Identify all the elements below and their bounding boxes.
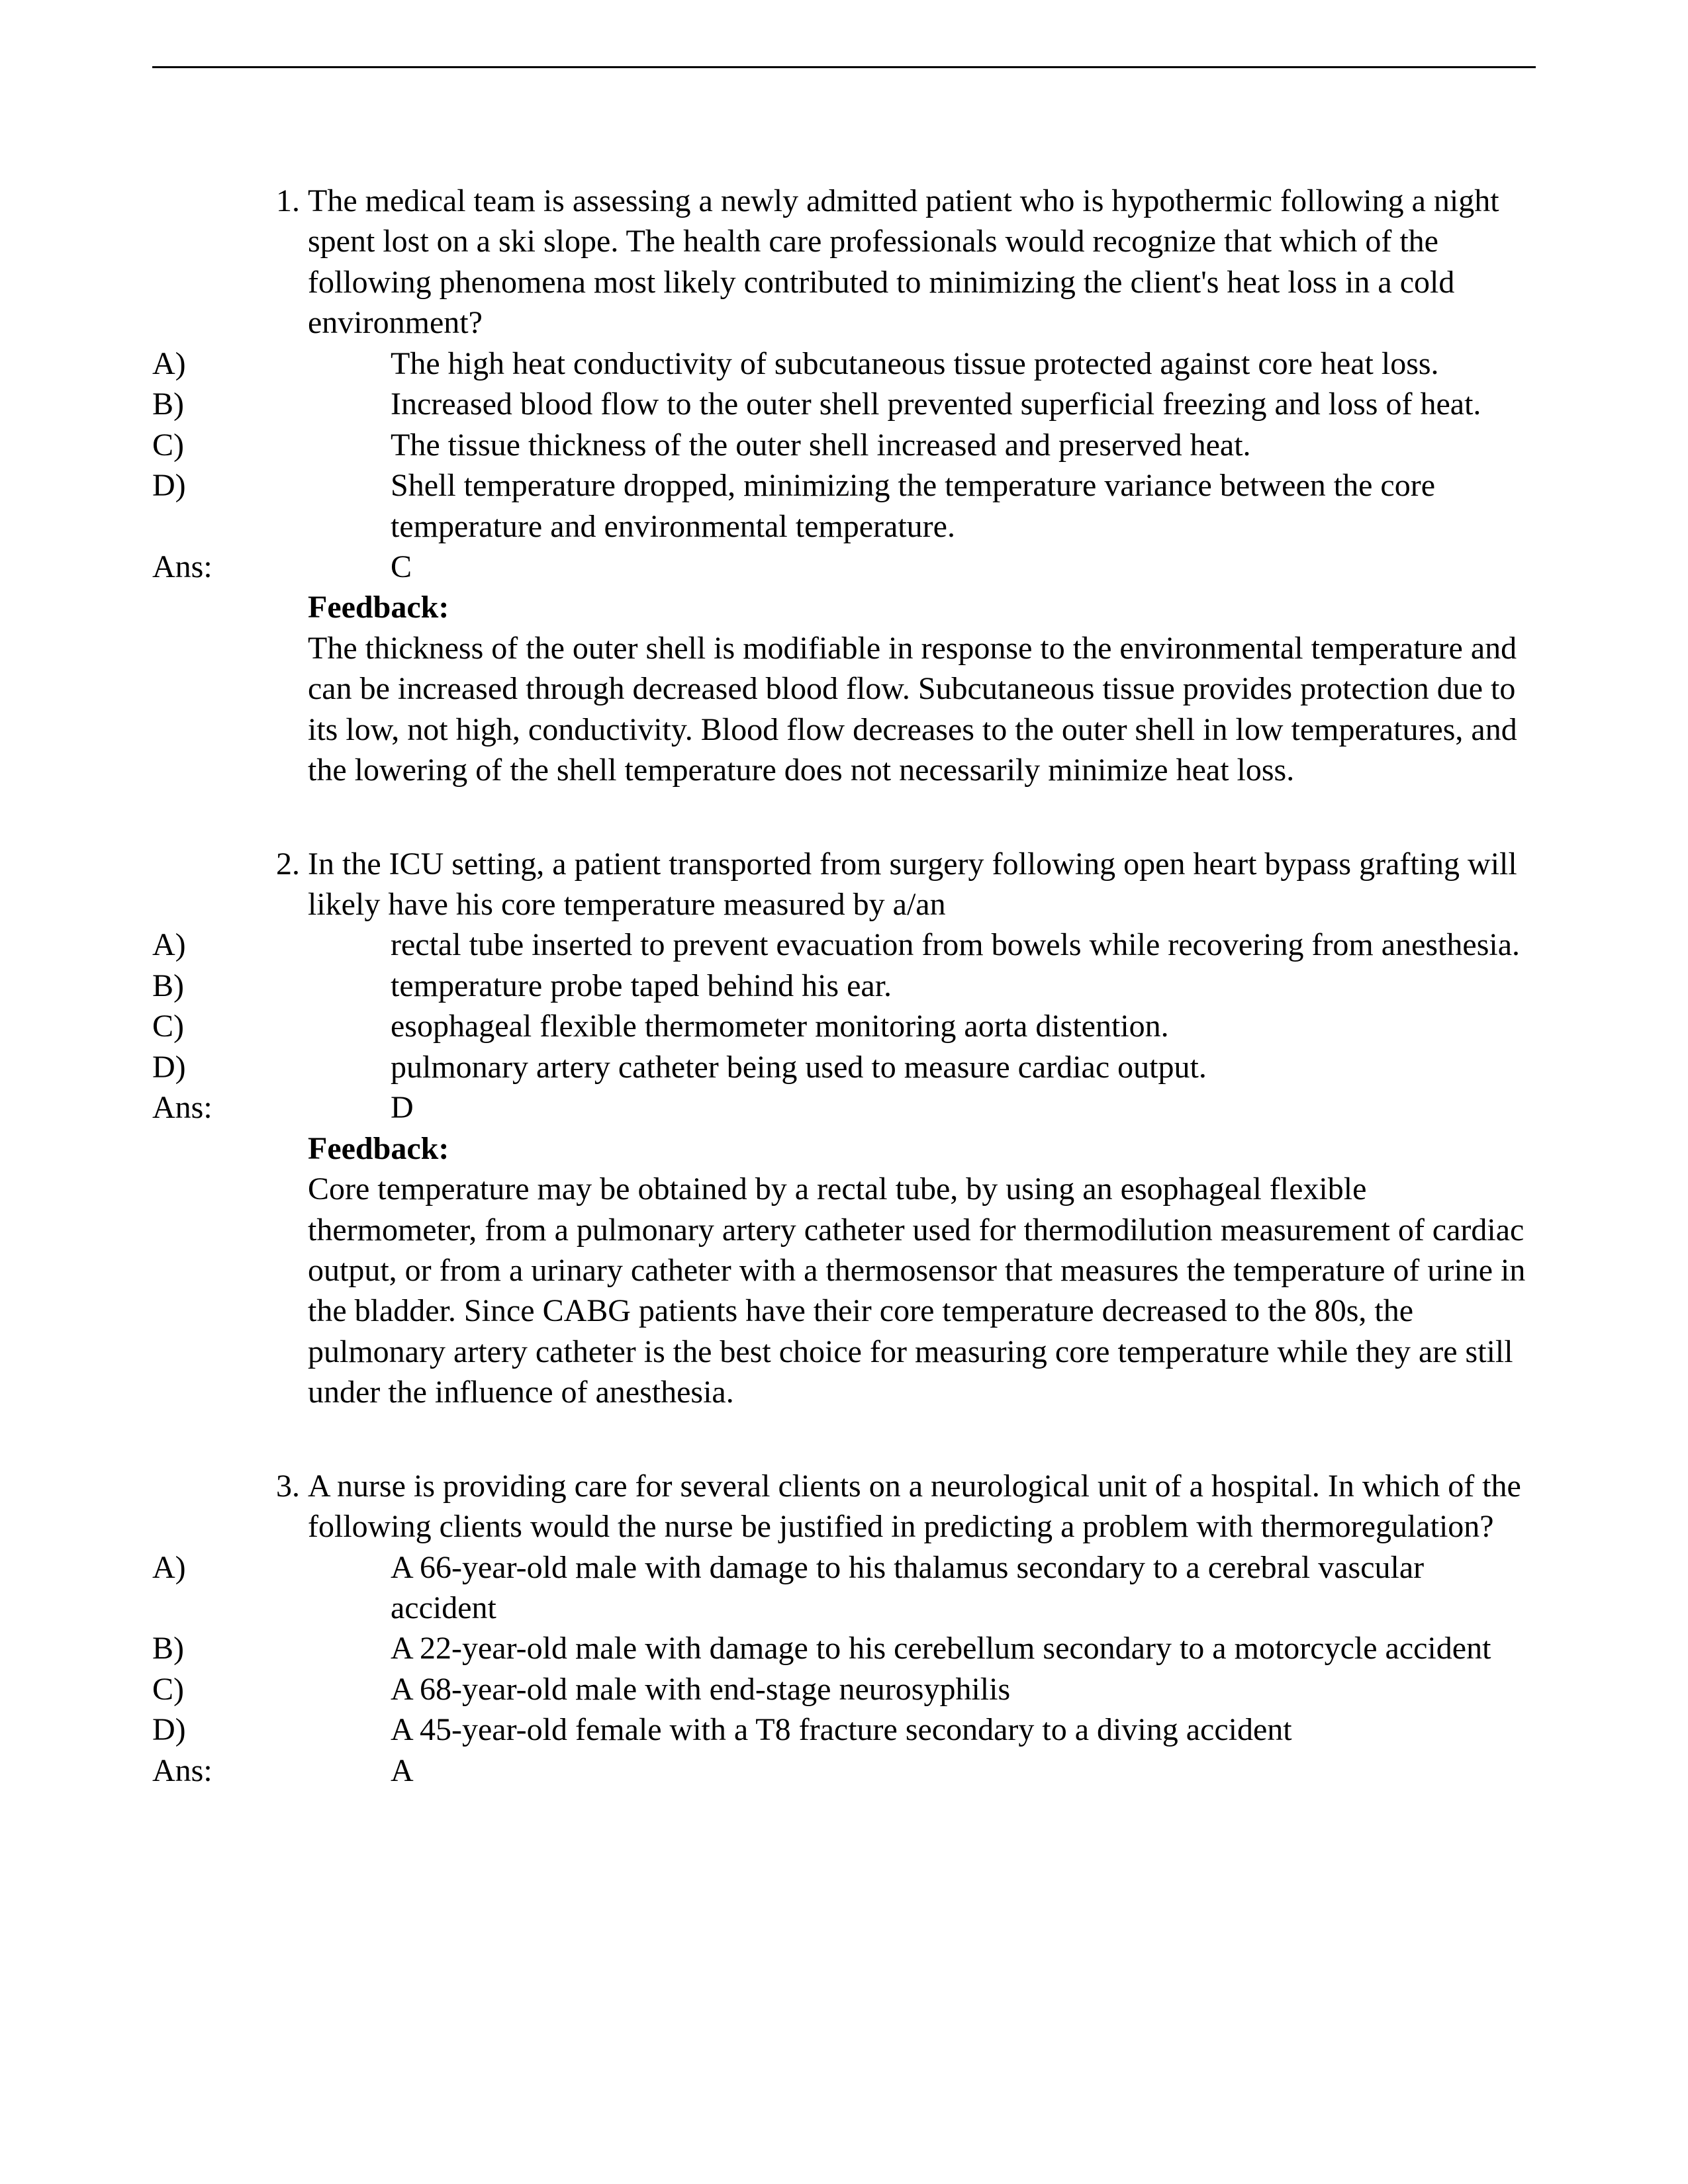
question-number: 3.: [152, 1466, 308, 1506]
answer-value: D: [391, 1087, 1536, 1128]
option-text: The tissue thickness of the outer shell …: [391, 425, 1536, 465]
question-stem: A nurse is providing care for several cl…: [308, 1466, 1536, 1547]
question-stem: In the ICU setting, a patient transporte…: [308, 844, 1536, 925]
option-label: C): [152, 425, 215, 465]
feedback-text: Core temperature may be obtained by a re…: [308, 1169, 1536, 1413]
option-row: D) Shell temperature dropped, minimizing…: [152, 465, 1536, 547]
answer-label: Ans:: [152, 1751, 215, 1791]
question-block: 1. The medical team is assessing a newly…: [152, 181, 1536, 791]
option-text: esophageal flexible thermometer monitori…: [391, 1006, 1536, 1046]
option-row: C) A 68-year-old male with end-stage neu…: [152, 1669, 1536, 1709]
option-row: B) A 22-year-old male with damage to his…: [152, 1628, 1536, 1668]
option-label: A): [152, 1547, 215, 1588]
answer-label: Ans:: [152, 547, 215, 587]
option-text: Shell temperature dropped, minimizing th…: [391, 465, 1536, 547]
question-row: 3. A nurse is providing care for several…: [152, 1466, 1536, 1547]
option-label: A): [152, 343, 215, 384]
option-row: D) pulmonary artery catheter being used …: [152, 1047, 1536, 1087]
question-stem: The medical team is assessing a newly ad…: [308, 181, 1536, 343]
option-label: C): [152, 1006, 215, 1046]
question-number: 1.: [152, 181, 308, 221]
answer-value: A: [391, 1751, 1536, 1791]
answer-row: Ans: C: [152, 547, 1536, 587]
question-number: 2.: [152, 844, 308, 884]
feedback-heading: Feedback:: [308, 1128, 1536, 1169]
option-row: C) The tissue thickness of the outer she…: [152, 425, 1536, 465]
option-row: A) The high heat conductivity of subcuta…: [152, 343, 1536, 384]
option-row: A) rectal tube inserted to prevent evacu…: [152, 925, 1536, 965]
feedback-block: Feedback: The thickness of the outer she…: [308, 587, 1536, 790]
option-label: D): [152, 1047, 215, 1087]
answer-label: Ans:: [152, 1087, 215, 1128]
feedback-heading: Feedback:: [308, 587, 1536, 627]
option-label: A): [152, 925, 215, 965]
option-row: C) esophageal flexible thermometer monit…: [152, 1006, 1536, 1046]
question-block: 3. A nurse is providing care for several…: [152, 1466, 1536, 1792]
option-row: A) A 66-year-old male with damage to his…: [152, 1547, 1536, 1629]
option-text: Increased blood flow to the outer shell …: [391, 384, 1536, 424]
option-text: A 66-year-old male with damage to his th…: [391, 1547, 1536, 1629]
option-label: B): [152, 384, 215, 424]
content: 1. The medical team is assessing a newly…: [152, 181, 1536, 1791]
page: 1. The medical team is assessing a newly…: [0, 0, 1688, 2184]
option-text: rectal tube inserted to prevent evacuati…: [391, 925, 1536, 965]
header-rule: [152, 66, 1536, 68]
question-row: 2. In the ICU setting, a patient transpo…: [152, 844, 1536, 925]
option-text: pulmonary artery catheter being used to …: [391, 1047, 1536, 1087]
question-block: 2. In the ICU setting, a patient transpo…: [152, 844, 1536, 1413]
option-label: D): [152, 465, 215, 506]
answer-row: Ans: A: [152, 1751, 1536, 1791]
feedback-block: Feedback: Core temperature may be obtain…: [308, 1128, 1536, 1413]
option-row: B) Increased blood flow to the outer she…: [152, 384, 1536, 424]
question-row: 1. The medical team is assessing a newly…: [152, 181, 1536, 343]
option-label: C): [152, 1669, 215, 1709]
option-label: B): [152, 966, 215, 1006]
option-text: A 68-year-old male with end-stage neuros…: [391, 1669, 1536, 1709]
option-row: D) A 45-year-old female with a T8 fractu…: [152, 1709, 1536, 1750]
feedback-text: The thickness of the outer shell is modi…: [308, 628, 1536, 791]
option-text: temperature probe taped behind his ear.: [391, 966, 1536, 1006]
option-row: B) temperature probe taped behind his ea…: [152, 966, 1536, 1006]
option-text: A 22-year-old male with damage to his ce…: [391, 1628, 1536, 1668]
option-label: B): [152, 1628, 215, 1668]
answer-row: Ans: D: [152, 1087, 1536, 1128]
answer-value: C: [391, 547, 1536, 587]
option-label: D): [152, 1709, 215, 1750]
option-text: A 45-year-old female with a T8 fracture …: [391, 1709, 1536, 1750]
option-text: The high heat conductivity of subcutaneo…: [391, 343, 1536, 384]
